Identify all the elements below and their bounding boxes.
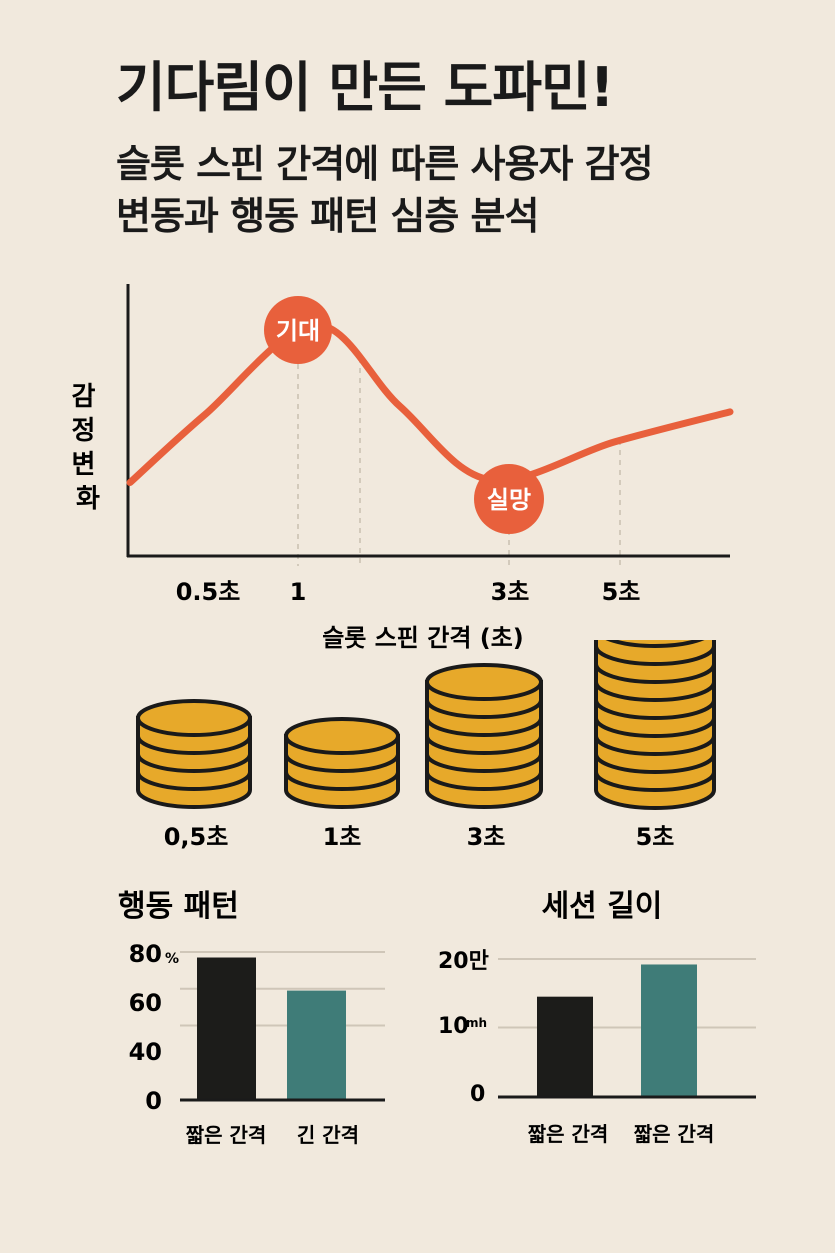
- coin-top: [284, 717, 400, 755]
- coin-stack: [284, 717, 400, 809]
- y-tick-label: 80: [129, 940, 162, 968]
- coin-stacks: 0,5초 1초 3초 5초: [136, 640, 716, 851]
- coin-stack: [425, 663, 543, 809]
- coin-label-3s: 3초: [467, 823, 506, 851]
- coin-top: [605, 640, 705, 648]
- x-category-label: 짧은 간격: [634, 1122, 715, 1146]
- x-category-label: 긴 간격: [297, 1123, 359, 1147]
- coin-label-5s: 5초: [636, 823, 675, 851]
- coin-stack: [136, 699, 252, 809]
- expectation-marker: 기대: [264, 296, 332, 364]
- y-tick-suffix: mh: [466, 1016, 487, 1030]
- session-bars: [537, 964, 697, 1096]
- y-axis-label: 감 정 변 화: [72, 382, 105, 514]
- chart-title-session: 세션 길이: [542, 889, 663, 924]
- bar: [287, 990, 346, 1099]
- behavior-bar-chart: 행동 패턴 80 % 60 40 0 짧은 간격 긴 간격: [118, 889, 385, 1147]
- bar: [641, 964, 697, 1096]
- y-tick-label: 0: [145, 1087, 162, 1115]
- coin-label-1s: 1초: [323, 823, 362, 851]
- coin-stack: [594, 640, 716, 810]
- y-axis-label-char-2: 정: [72, 416, 96, 446]
- subtitle-line-2: 변동과 행동 패턴 심층 분석: [116, 194, 539, 239]
- page-title: 기다림이 만든 도파민!: [116, 56, 614, 119]
- x-tick-label: 5초: [602, 578, 641, 606]
- y-tick-label: 20만: [438, 949, 489, 974]
- bar: [537, 996, 593, 1096]
- subtitle-line-1: 슬롯 스핀 간격에 따른 사용자 감정: [116, 142, 654, 186]
- y-tick-label: 10: [438, 1014, 469, 1039]
- expectation-label: 기대: [276, 317, 320, 345]
- x-axis-label: 슬롯 스핀 간격 (초): [322, 624, 524, 650]
- y-unit-label: %: [165, 951, 179, 967]
- y-tick-label: 60: [129, 989, 162, 1017]
- x-tick-label: 0.5초: [176, 578, 241, 606]
- chart-title-behavior: 행동 패턴: [118, 889, 239, 924]
- y-axis-label-char-4: 화: [76, 484, 100, 514]
- coin-label-0-5s: 0,5초: [164, 823, 229, 851]
- disappointment-label: 실망: [487, 486, 531, 514]
- x-category-label: 짧은 간격: [528, 1122, 609, 1146]
- x-tick-label: 3초: [491, 578, 530, 606]
- coin-top: [425, 663, 543, 701]
- y-tick-label: 0: [470, 1082, 485, 1107]
- emotion-line-chart: 기대 실망 감 정 변 화 0.5초 1 3초 5초 슬롯 스핀 간격 (초): [72, 284, 734, 650]
- y-tick-label: 40: [129, 1038, 162, 1066]
- y-axis-label-char-3: 변: [72, 450, 96, 480]
- page-subtitle: 슬롯 스핀 간격에 따른 사용자 감정 변동과 행동 패턴 심층 분석: [116, 138, 776, 243]
- bar: [197, 957, 256, 1099]
- x-tick-label: 1: [290, 578, 307, 606]
- coin-top: [136, 699, 252, 737]
- disappointment-marker: 실망: [474, 464, 544, 534]
- emotion-curve: [126, 321, 734, 487]
- session-bar-chart: 세션 길이 20만 10 mh 0 짧은 간격 짧은 간격: [438, 889, 756, 1146]
- curve-guide-lines: [297, 358, 621, 566]
- behavior-bars: [197, 957, 346, 1099]
- y-axis-label-char-1: 감: [72, 382, 96, 412]
- coin-layer: [594, 640, 716, 666]
- x-category-label: 짧은 간격: [186, 1123, 267, 1147]
- session-gridlines: [498, 958, 756, 1029]
